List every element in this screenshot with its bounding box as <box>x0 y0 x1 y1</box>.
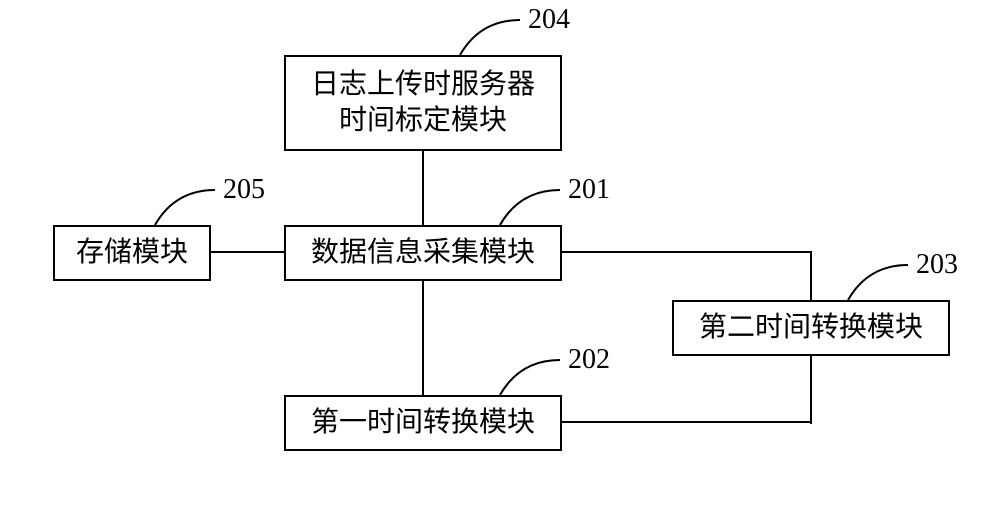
callout-202 <box>0 0 1000 511</box>
diagram-canvas: 日志上传时服务器 时间标定模块 存储模块 数据信息采集模块 第二时间转换模块 第… <box>0 0 1000 511</box>
label-202: 202 <box>568 344 610 376</box>
